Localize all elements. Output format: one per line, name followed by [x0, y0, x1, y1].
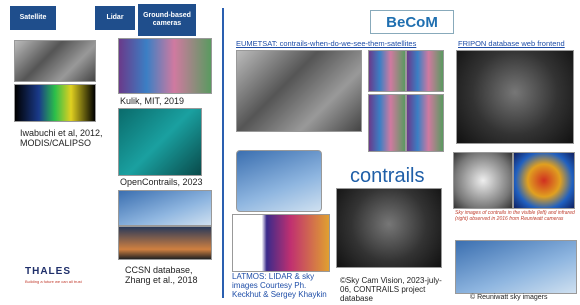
image [118, 226, 212, 260]
image [118, 108, 202, 176]
image [368, 94, 406, 152]
image [455, 240, 577, 294]
image [236, 50, 362, 132]
caption: OpenContrails, 2023 [120, 177, 215, 187]
image [453, 152, 513, 209]
caption: Iwabuchi et al, 2012, MODIS/CALIPSO [20, 128, 120, 149]
image [232, 214, 330, 272]
caption: Kulik, MIT, 2019 [120, 96, 215, 106]
caption: LATMOS: LIDAR & sky images Courtesy Ph. … [232, 272, 337, 300]
caption: © Reuniwatt sky imagers [470, 294, 548, 301]
link[interactable]: EUMETSAT: contrails-when-do-we-see-them-… [236, 39, 416, 48]
image [118, 38, 212, 94]
caption: CCSN database, Zhang et al., 2018 [125, 265, 220, 286]
image [14, 84, 96, 122]
contrails-logo: contrails [350, 165, 424, 188]
image [513, 152, 575, 209]
becom-logo: BeCoM [370, 10, 454, 34]
slide: {"left_panel": { "headers": ["Satellite"… [0, 0, 580, 305]
caption: ©Sky Cam Vision, 2023-july-06, CONTRAILS… [340, 276, 450, 304]
image [406, 50, 444, 92]
image [368, 50, 406, 92]
header-lidar: Lidar [95, 6, 135, 30]
image [456, 50, 574, 144]
thales-logo: THALES [25, 266, 71, 277]
image [236, 150, 322, 212]
caption: Sky images of contrails in the visible (… [455, 210, 575, 222]
image [118, 190, 212, 226]
header-cameras: Ground-based cameras [138, 4, 196, 36]
image [14, 40, 96, 82]
link[interactable]: FRIPON database web frontend [458, 39, 565, 48]
header-satellite: Satellite [10, 6, 56, 30]
thales-tagline: Building a future we can all trust [25, 279, 82, 284]
image [406, 94, 444, 152]
image [336, 188, 442, 268]
divider [222, 8, 224, 298]
